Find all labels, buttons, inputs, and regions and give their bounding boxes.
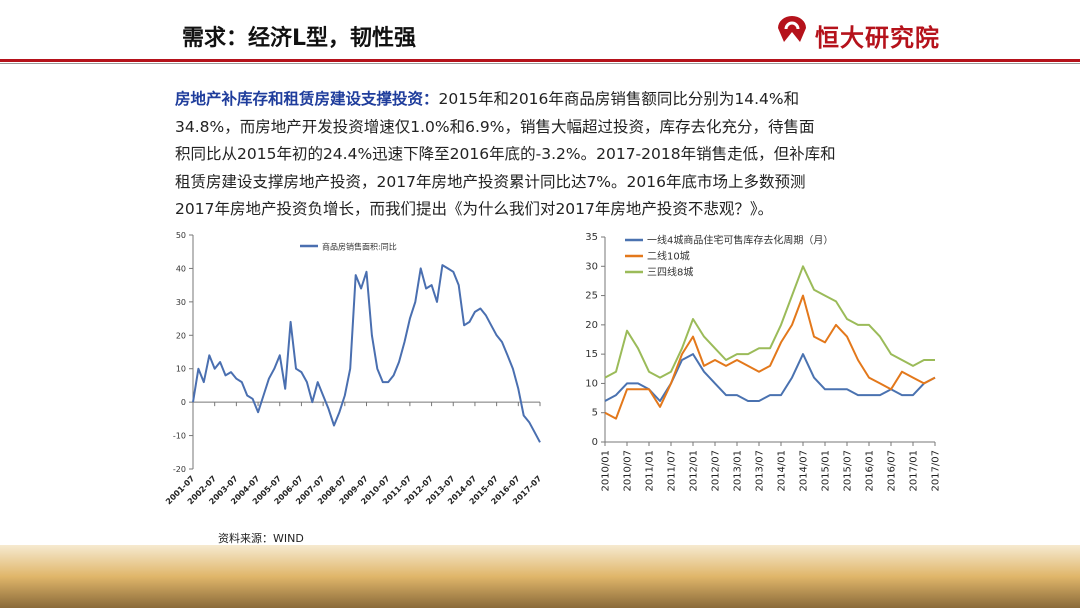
series-line [604,353,936,402]
x-tick-label: 2017/07 [931,450,942,492]
y-tick-label: 0 [181,398,186,407]
para-line: 租赁房建设支撑房地产投资，2017年房地产投资累计同比达7%。2016年底市场上… [175,172,806,191]
para-line: 2015年和2016年商品房销售额同比分别为14.4%和 [438,90,800,108]
y-tick-label: 50 [176,231,186,240]
x-tick-label: 2017/01 [909,450,920,492]
series-line [192,264,541,443]
paragraph: 房地产补库存和租赁房建设支撑投资：2015年和2016年商品房销售额同比分别为1… [175,86,836,224]
x-tick-label: 2011/01 [645,450,656,492]
legend-label: 三四线8城 [647,266,693,279]
y-tick-label: 10 [585,378,598,389]
x-tick-label: 2014/01 [777,450,788,492]
header-rule-thin [0,63,1080,64]
legend-label: 二线10城 [647,250,690,263]
y-tick-label: 30 [176,298,186,307]
x-tick-label: 2013/07 [755,450,766,492]
x-tick-label: 2010/07 [623,450,634,492]
y-tick-label: 30 [585,261,598,272]
source-note: 资料来源：WIND [218,532,304,545]
y-tick-label: 10 [176,365,186,374]
y-tick-label: 40 [176,264,186,273]
series-line [604,294,936,420]
x-tick-label: 2010/01 [601,450,612,492]
y-tick-label: -20 [173,465,186,474]
y-tick-label: -10 [173,432,186,441]
para-line: 积同比从2015年初的24.4%迅速下降至2016年底的-3.2%。2017-2… [175,145,836,163]
y-tick-label: 15 [585,349,598,360]
legend-label: 商品房销售面积:同比 [322,242,397,252]
lead-text: 房地产补库存和租赁房建设支撑投资： [175,90,439,108]
x-tick-label: 2012/01 [689,450,700,492]
x-tick-label: 2015/01 [821,450,832,492]
x-tick-label: 2014/07 [799,450,810,492]
logo-text: 恒大研究院 [815,24,940,52]
y-tick-label: 25 [585,291,598,302]
x-tick-label: 2013/01 [733,450,744,492]
x-tick-label: 2015/07 [843,450,854,492]
x-tick-label: 2011/07 [667,450,678,492]
bottom-banner [0,545,1080,608]
x-tick-label: 2012/07 [711,450,722,492]
para-line: 34.8%，而房地产开发投资增速仅1.0%和6.9%，销售大幅超过投资，库存去化… [175,117,815,136]
y-tick-label: 20 [585,320,598,331]
legend-label: 一线4城商品住宅可售库存去化周期（月） [647,234,833,247]
series-line [604,265,935,379]
y-tick-label: 5 [592,408,598,419]
x-tick-label: 2016/01 [865,450,876,492]
y-tick-label: 20 [176,331,186,340]
x-tick-label: 2016/07 [887,450,898,492]
logo-icon [778,16,806,42]
para-line: 2017年房地产投资负增长，而我们提出《为什么我们对2017年房地产投资不悲观？… [175,200,774,218]
header-rule [0,59,1080,62]
y-tick-label: 0 [592,437,598,448]
slide-title: 需求：经济L型，韧性强 [182,26,417,51]
y-tick-label: 35 [585,232,598,243]
